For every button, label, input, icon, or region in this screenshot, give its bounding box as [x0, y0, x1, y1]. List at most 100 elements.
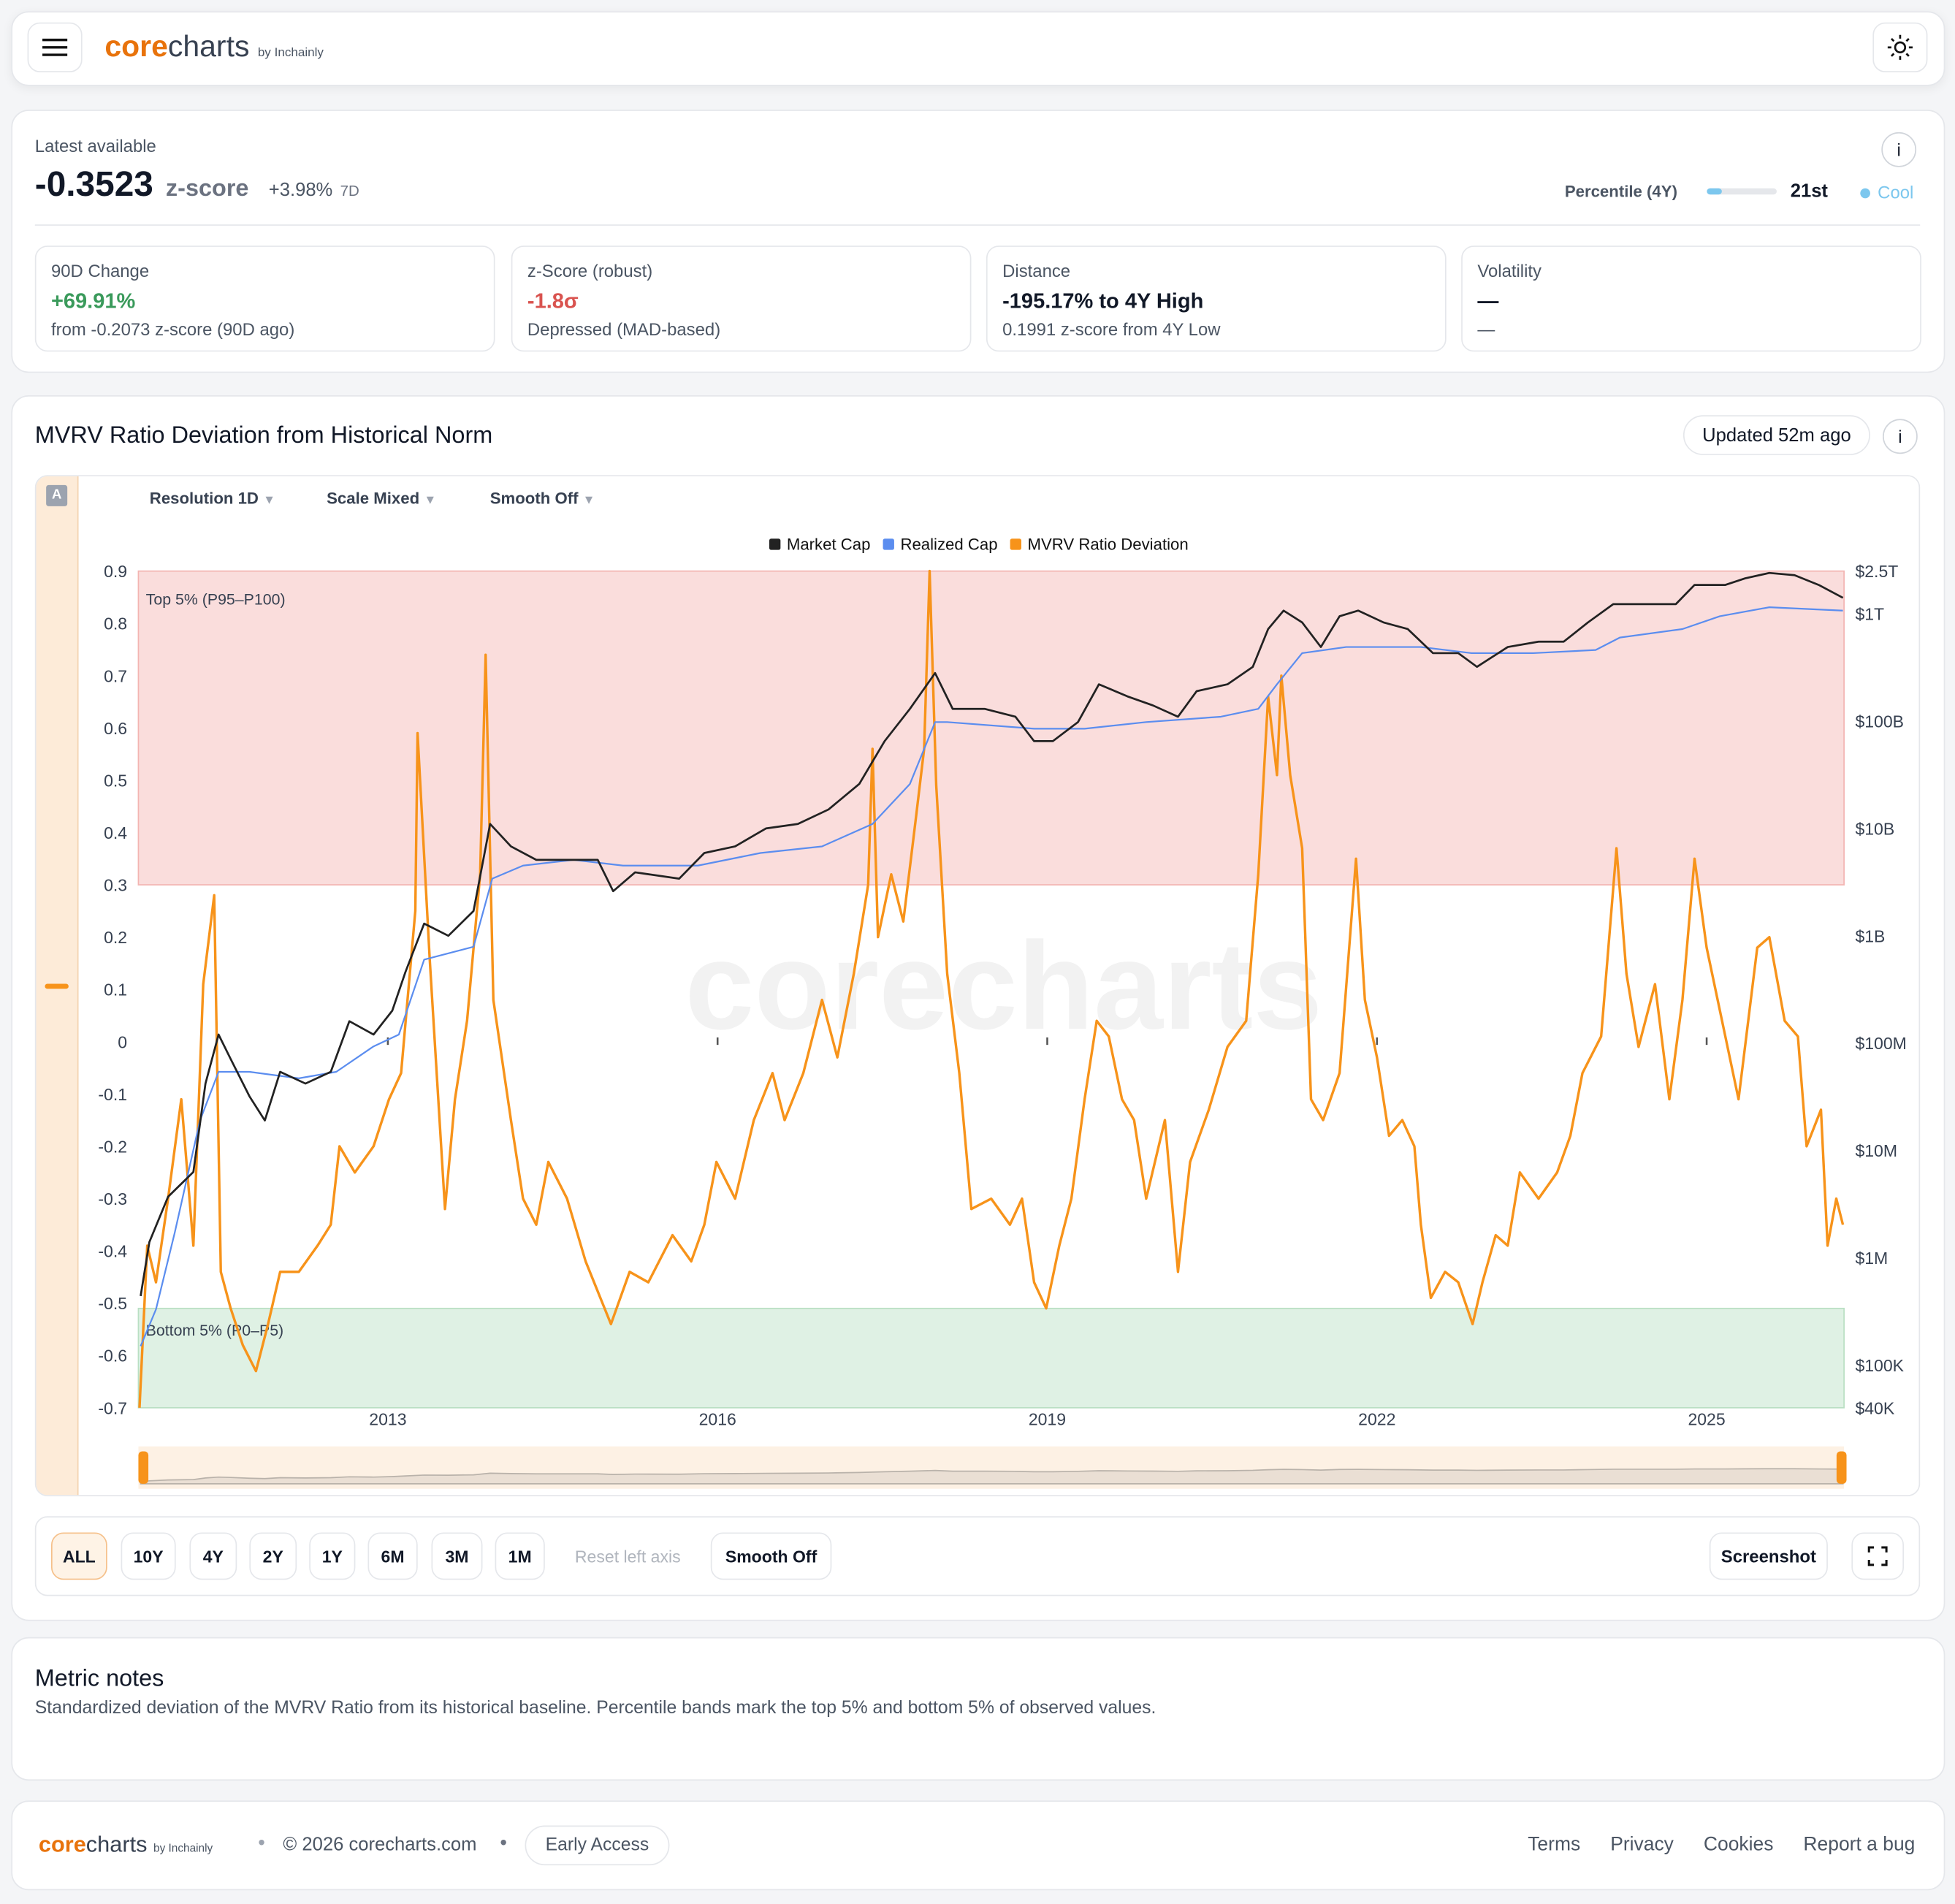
sun-icon	[1887, 34, 1913, 60]
smooth-select[interactable]: Smooth Off ▼	[489, 488, 595, 508]
fullscreen-button[interactable]	[1851, 1532, 1905, 1580]
logo-charts: charts	[85, 1832, 148, 1857]
chart-info-button[interactable]: i	[1883, 419, 1918, 454]
series-line	[138, 569, 1845, 1408]
y-tick-label: 0.6	[104, 719, 127, 738]
range-button[interactable]: 4Y	[189, 1532, 237, 1580]
range-button[interactable]: 6M	[367, 1532, 418, 1580]
y2-tick-label: $40K	[1855, 1398, 1894, 1417]
axis-badge[interactable]: A	[46, 484, 68, 506]
axis-handle[interactable]	[45, 983, 69, 989]
percentile-fill	[1707, 188, 1722, 195]
watermark: corecharts	[685, 917, 1322, 1056]
stat-value: —	[1477, 289, 1499, 313]
stat-card	[986, 245, 1447, 352]
chart-title: MVRV Ratio Deviation from Historical Nor…	[34, 422, 493, 449]
separator: •	[258, 1832, 265, 1854]
logo: corecharts by Inchainly	[104, 30, 324, 65]
percentile-band	[137, 1307, 1845, 1409]
footer-link[interactable]: Report a bug	[1803, 1834, 1916, 1856]
x-tick-label: 2019	[1029, 1410, 1066, 1429]
y-tick-label: -0.5	[98, 1294, 127, 1313]
scale-select[interactable]: Scale Mixed ▼	[327, 488, 437, 508]
range-button[interactable]: 10Y	[121, 1532, 176, 1580]
percentile-band	[137, 570, 1845, 886]
stat-sub: —	[1477, 319, 1495, 340]
y-tick-label: -0.2	[98, 1137, 127, 1156]
smooth-button[interactable]: Smooth Off	[710, 1532, 832, 1580]
notes-text: Standardized deviation of the MVRV Ratio…	[34, 1698, 1156, 1718]
screenshot-button[interactable]: Screenshot	[1709, 1532, 1828, 1580]
x-tick-label: 2013	[369, 1410, 406, 1429]
legend-swatch	[1010, 538, 1021, 550]
control-label: Smooth Off	[489, 488, 579, 508]
y-tick-label: 0.2	[104, 928, 127, 947]
range-button[interactable]: 1Y	[309, 1532, 356, 1580]
percentile-value: 21st	[1790, 180, 1828, 202]
legend-label: Realized Cap	[900, 536, 997, 554]
latest-row: -0.3523 z-score +3.98% 7D	[35, 164, 359, 205]
y-tick-label: 0.7	[104, 666, 127, 685]
theme-button[interactable]	[1872, 22, 1928, 72]
range-button[interactable]: 3M	[431, 1532, 483, 1580]
logo-by: by Inchainly	[257, 46, 324, 60]
range-button[interactable]: ALL	[50, 1532, 107, 1580]
range-button[interactable]: 2Y	[249, 1532, 297, 1580]
y-tick-label: -0.6	[98, 1347, 127, 1366]
stat-sub: 0.1991 z-score from 4Y Low	[1002, 319, 1221, 340]
updated-pill: Updated 52m ago	[1682, 415, 1870, 455]
footer-logo: corecharts by Inchainly	[39, 1832, 213, 1858]
range-button[interactable]: 1M	[495, 1532, 545, 1580]
x-tick-label: 2022	[1358, 1410, 1395, 1429]
footer-link[interactable]: Cookies	[1703, 1834, 1774, 1856]
control-label: Scale Mixed	[327, 488, 420, 508]
y-tick-label: 0.5	[104, 771, 127, 790]
y-tick-label: 0.8	[104, 614, 127, 633]
navigator-line	[140, 1468, 1844, 1485]
y2-tick-label: $2.5T	[1855, 562, 1898, 581]
legend-swatch	[769, 538, 781, 550]
y-tick-label: 0.3	[104, 876, 127, 895]
legend-swatch	[883, 538, 894, 550]
stat-value: +69.91%	[50, 289, 136, 313]
logo-charts: charts	[167, 29, 250, 64]
band-label: Bottom 5% (P0–P5)	[146, 1322, 284, 1339]
stat-value: -1.8σ	[527, 289, 579, 313]
y2-tick-label: $1T	[1855, 605, 1884, 624]
navigator-handle[interactable]	[138, 1451, 149, 1484]
x-tick-label: 2025	[1688, 1410, 1725, 1429]
footer	[11, 1800, 1946, 1891]
control-label: Resolution 1D	[149, 488, 259, 508]
y-tick-label: 0	[118, 1032, 127, 1051]
fullscreen-icon	[1867, 1546, 1888, 1566]
stat-title: Volatility	[1477, 260, 1542, 281]
stat-title: 90D Change	[50, 260, 150, 281]
info-button[interactable]: i	[1881, 132, 1917, 167]
separator: •	[500, 1832, 507, 1854]
y-tick-label: 0.9	[104, 562, 127, 581]
footer-link[interactable]: Privacy	[1610, 1834, 1674, 1856]
latest-unit: z-score	[165, 175, 249, 202]
reset-axis-button[interactable]: Reset left axis	[574, 1547, 681, 1566]
y2-tick-label: $100M	[1855, 1034, 1906, 1053]
logo-core: core	[104, 29, 168, 64]
y-tick-label: -0.1	[98, 1085, 127, 1104]
resolution-select[interactable]: Resolution 1D ▼	[149, 488, 276, 508]
footer-link[interactable]: Terms	[1528, 1834, 1581, 1856]
legend-label: MVRV Ratio Deviation	[1028, 536, 1189, 554]
stat-title: Distance	[1002, 260, 1071, 281]
stat-card	[1461, 245, 1921, 352]
navigator-handle[interactable]	[1836, 1451, 1847, 1484]
menu-button[interactable]	[27, 22, 83, 72]
y-tick-label: -0.7	[98, 1398, 127, 1417]
latest-label: Latest available	[34, 136, 156, 156]
copyright: © 2026 corecharts.com	[283, 1834, 477, 1856]
latest-value: -0.3523	[34, 164, 153, 204]
y2-tick-label: $100B	[1855, 712, 1904, 731]
header	[11, 11, 1946, 86]
footer-links: Terms Privacy Cookies Report a bug	[1528, 1834, 1915, 1857]
early-access-badge[interactable]: Early Access	[525, 1825, 670, 1866]
stat-title: z-Score (robust)	[527, 260, 653, 281]
